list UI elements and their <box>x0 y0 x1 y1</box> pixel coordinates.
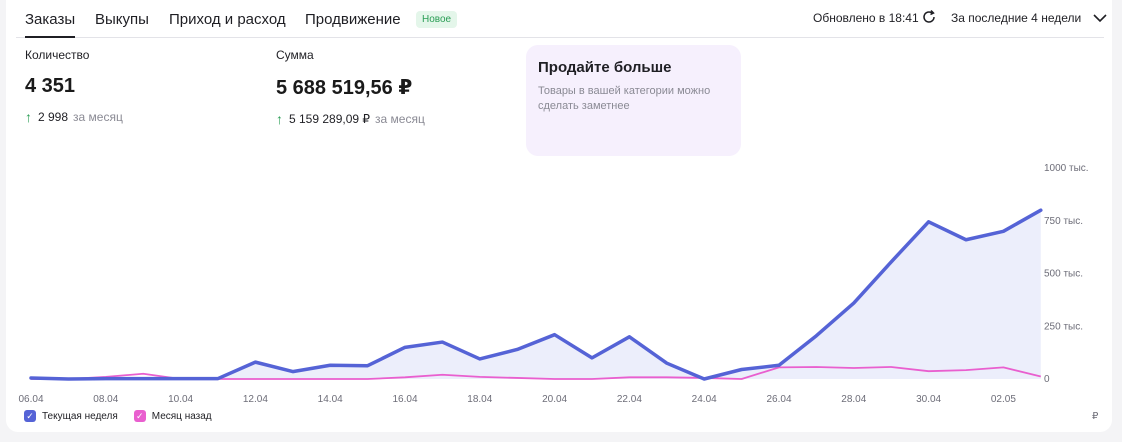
updated-time: Обновлено в 18:41 <box>813 11 919 25</box>
stat-sum-delta-value: 5 159 289,09 ₽ <box>289 112 371 126</box>
x-tick-label: 06.04 <box>18 394 43 405</box>
x-tick-label: 20.04 <box>542 394 567 405</box>
stat-quantity-delta-value: 2 998 <box>38 110 69 124</box>
new-badge: Новое <box>416 11 458 28</box>
x-tick-label: 08.04 <box>93 394 118 405</box>
orders-panel: Заказы Выкупы Приход и расход Продвижени… <box>6 0 1112 432</box>
y-tick-label: 250 тыс. <box>1044 321 1083 332</box>
y-tick-label: 0 <box>1044 374 1050 385</box>
x-tick-label: 30.04 <box>916 394 941 405</box>
promo-text: Товары в вашей категории можно сделать з… <box>538 85 711 112</box>
tab-promotion[interactable]: Продвижение <box>305 11 401 28</box>
legend-month-ago[interactable]: ✓ Месяц назад <box>133 410 212 422</box>
y-tick-label: 500 тыс. <box>1044 269 1083 280</box>
x-tick-label: 12.04 <box>243 394 268 405</box>
period-select[interactable]: За последние 4 недели <box>951 11 1082 25</box>
legend-current-week[interactable]: ✓ Текущая неделя <box>24 410 118 422</box>
chart-y-axis: 1000 тыс. 750 тыс. 500 тыс. 250 тыс. 0 <box>1044 163 1089 385</box>
y-tick-label: 750 тыс. <box>1044 216 1083 227</box>
stat-sum-delta: ↑ 5 159 289,09 ₽ за месяц <box>276 111 425 127</box>
x-tick-label: 26.04 <box>766 394 791 405</box>
checkbox-icon: ✓ <box>24 410 36 422</box>
chart-area <box>31 210 1041 379</box>
stat-quantity-label: Количество <box>25 48 90 62</box>
current-week-area <box>31 210 1041 379</box>
chart-legend: ✓ Текущая неделя ✓ Месяц назад <box>24 410 228 422</box>
x-tick-label: 02.05 <box>991 394 1016 405</box>
x-tick-label: 10.04 <box>168 394 193 405</box>
series-line-current-week <box>29 208 1043 381</box>
x-tick-label: 28.04 <box>841 394 866 405</box>
x-tick-label: 22.04 <box>617 394 642 405</box>
x-tick-label: 18.04 <box>467 394 492 405</box>
arrow-up-icon: ↑ <box>276 111 283 127</box>
chart-lines <box>29 208 1043 381</box>
x-tick-label: 14.04 <box>318 394 343 405</box>
stat-quantity: Количество 4 351 ↑ 2 998 за месяц <box>25 48 123 125</box>
x-tick-label: 24.04 <box>692 394 717 405</box>
stat-quantity-delta: ↑ 2 998 за месяц <box>25 109 123 125</box>
promo-card[interactable]: Продайте больше Товары в вашей категории… <box>526 45 741 156</box>
chart-x-axis: 06.04 08.04 10.04 12.04 14.04 16.04 18.04 20.04… <box>18 394 1016 405</box>
chevron-down-icon[interactable] <box>1092 10 1108 26</box>
stat-quantity-delta-period: за месяц <box>73 110 123 124</box>
currency-label: ₽ <box>1092 411 1099 422</box>
tab-buyouts[interactable]: Выкупы <box>95 11 149 28</box>
y-tick-label: 1000 тыс. <box>1044 163 1089 174</box>
arrow-up-icon: ↑ <box>25 109 32 125</box>
x-tick-label: 16.04 <box>392 394 417 405</box>
stat-sum-value: 5 688 519,56 ₽ <box>276 77 413 99</box>
tab-income-expense[interactable]: Приход и расход <box>169 11 286 28</box>
legend-month-ago-label: Месяц назад <box>151 410 212 422</box>
tab-bar: Заказы Выкупы Приход и расход Продвижени… <box>16 0 1107 38</box>
stat-quantity-value: 4 351 <box>25 75 76 97</box>
checkbox-icon: ✓ <box>133 410 146 422</box>
stat-sum-label: Сумма <box>276 48 314 62</box>
legend-current-week-label: Текущая неделя <box>42 410 118 422</box>
tab-orders[interactable]: Заказы <box>25 11 76 38</box>
orders-chart[interactable]: 06.04 08.04 10.04 12.04 14.04 16.04 18.04 20.04… <box>6 150 1112 410</box>
stat-sum: Сумма 5 688 519,56 ₽ ↑ 5 159 289,09 ₽ за… <box>276 48 425 127</box>
promo-title: Продайте больше <box>538 59 672 76</box>
stat-sum-delta-period: за месяц <box>375 112 425 126</box>
refresh-icon[interactable] <box>921 9 937 25</box>
